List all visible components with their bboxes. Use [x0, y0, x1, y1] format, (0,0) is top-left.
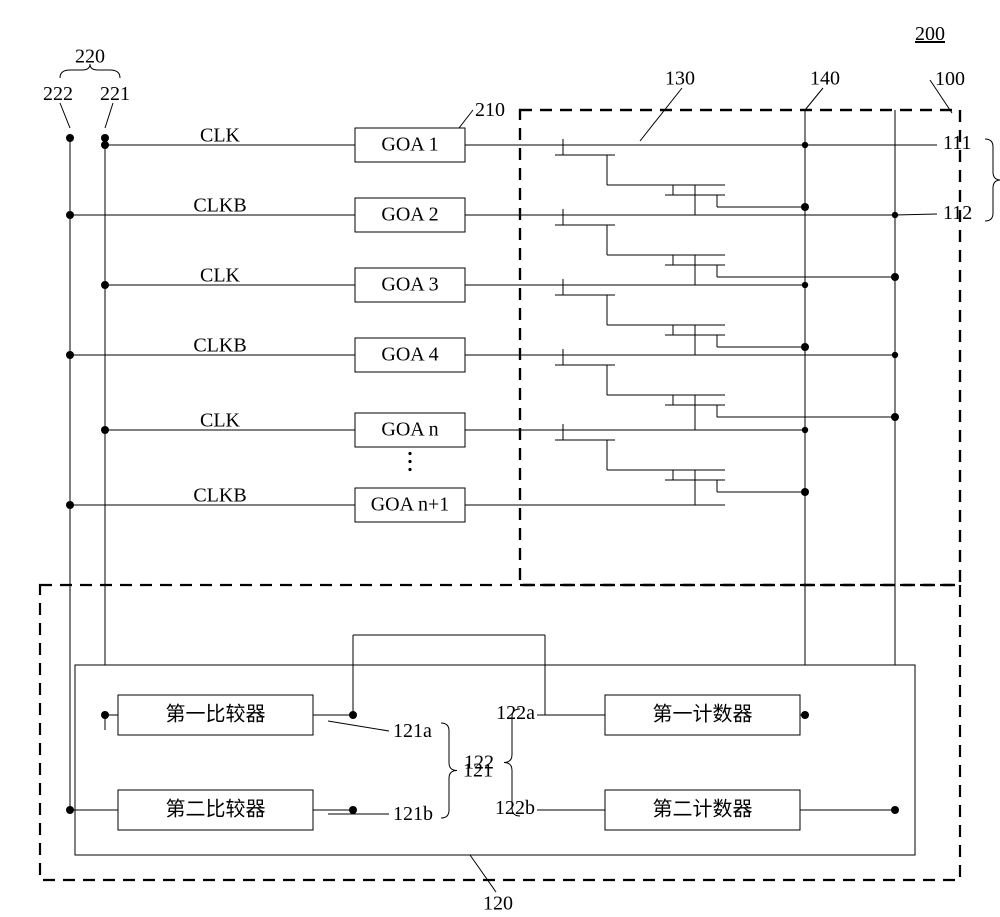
ref-121b: 121b: [393, 803, 433, 825]
ref-122a: 122a: [496, 702, 535, 724]
ref-140: 140: [810, 68, 840, 90]
ref-111: 111: [943, 132, 972, 154]
comparator-1: 第一比较器: [166, 703, 266, 726]
clkb-label: CLKB: [193, 335, 246, 357]
ref-222: 222: [43, 83, 73, 105]
ref-121a: 121a: [393, 720, 432, 742]
ref-120: 120: [483, 893, 513, 915]
clk-label: CLK: [200, 265, 241, 287]
goa-label: GOA 1: [381, 134, 438, 156]
ref-122b: 122b: [495, 797, 535, 819]
ref-220: 220: [75, 46, 105, 68]
clk-label: CLK: [200, 410, 241, 432]
clk-label: CLK: [200, 125, 241, 147]
counter-2: 第二计数器: [653, 798, 753, 821]
comparator-2: 第二比较器: [166, 798, 266, 821]
ref-200: 200: [915, 23, 945, 45]
ref-122: 122: [464, 752, 494, 774]
ref-100: 100: [935, 68, 965, 90]
goa-label: GOA n+1: [371, 494, 450, 516]
goa-label: GOA 3: [381, 274, 438, 296]
goa-label: GOA 4: [381, 344, 438, 366]
ref-112: 112: [943, 202, 972, 224]
clkb-label: CLKB: [193, 485, 246, 507]
ref-130: 130: [665, 68, 695, 90]
goa-label: GOA 2: [381, 204, 438, 226]
ref-221: 221: [100, 83, 130, 105]
clkb-label: CLKB: [193, 195, 246, 217]
counter-1: 第一计数器: [653, 703, 753, 726]
ref-210: 210: [475, 99, 505, 121]
goa-label: GOA n: [381, 419, 438, 441]
